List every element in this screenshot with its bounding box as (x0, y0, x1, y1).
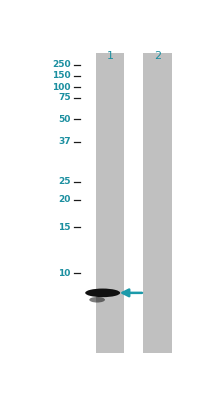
Text: 2: 2 (153, 51, 160, 61)
Text: 100: 100 (52, 83, 71, 92)
Text: 150: 150 (52, 71, 71, 80)
Text: 1: 1 (106, 51, 113, 61)
Text: 50: 50 (58, 115, 71, 124)
Bar (142, 53, 171, 353)
Text: 75: 75 (58, 93, 71, 102)
Text: 37: 37 (58, 138, 71, 146)
Text: 25: 25 (58, 178, 71, 186)
Ellipse shape (85, 288, 120, 297)
Text: 15: 15 (58, 223, 71, 232)
Ellipse shape (89, 297, 104, 302)
Text: 10: 10 (58, 269, 71, 278)
Bar (95, 53, 124, 353)
Text: 20: 20 (58, 195, 71, 204)
Text: 250: 250 (52, 60, 71, 70)
